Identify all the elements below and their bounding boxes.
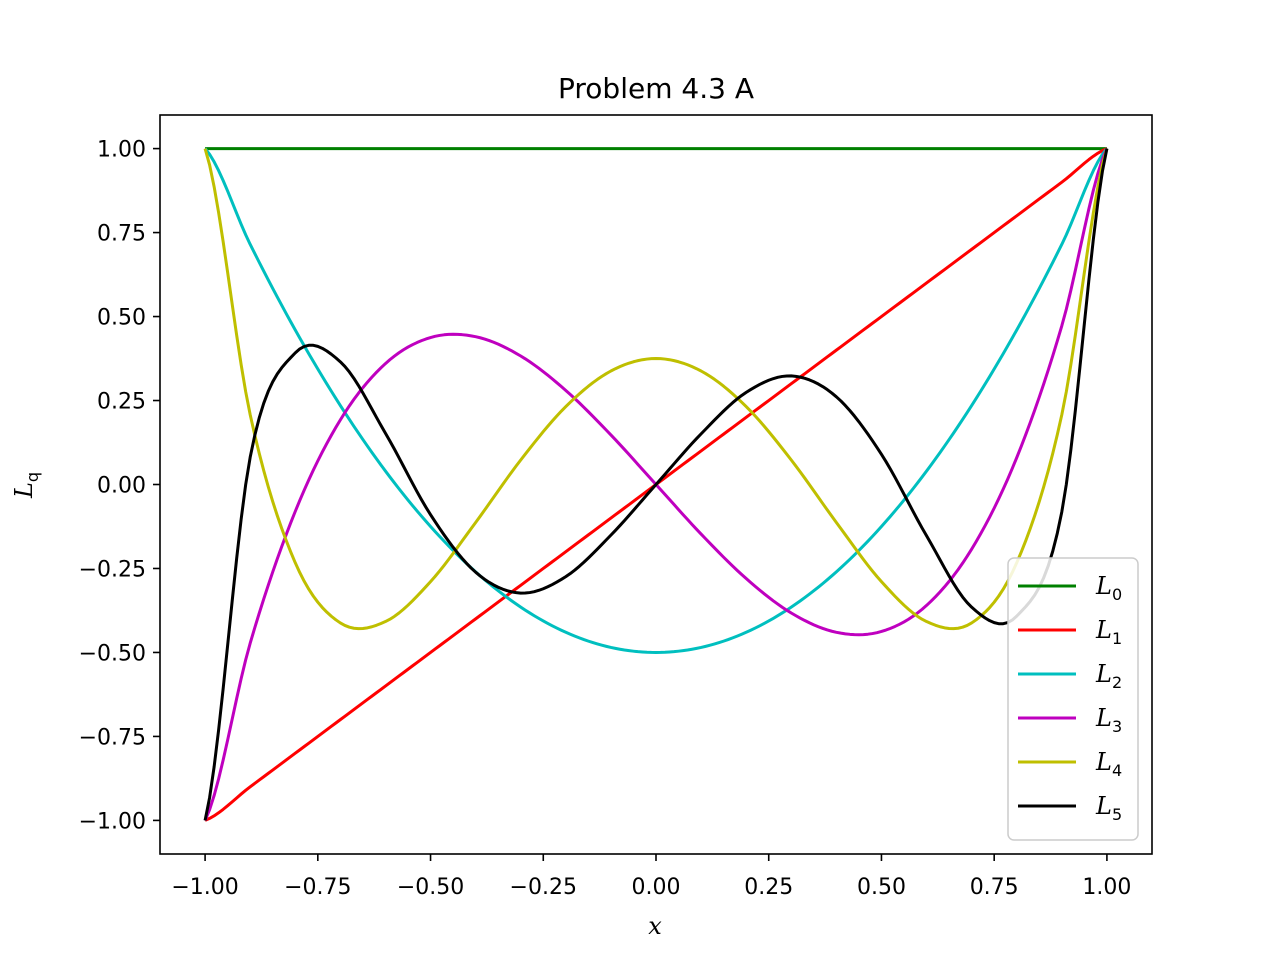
y-axis-label-base: L [10,482,38,499]
legend-label-l0: L0 [1095,572,1122,604]
y-tick-label: 0.25 [97,390,146,415]
x-tick-label: −0.25 [510,875,577,900]
legend-label-l5: L5 [1095,792,1122,824]
chart-title: Problem 4.3 A [558,72,754,105]
series-line-l5 [203,148,1109,821]
x-tick-label: 0.25 [744,875,793,900]
legend-label-l3: L3 [1095,704,1122,736]
y-tick-label: −0.25 [79,557,146,582]
x-tick-label: 0.75 [970,875,1019,900]
series-line-l4 [203,148,1109,631]
legend-label-l4: L4 [1095,748,1122,780]
y-axis-label-sub: q [23,472,42,482]
y-tick-label: 0.00 [97,474,146,499]
x-tick-label: −0.50 [397,875,464,900]
y-tick-label: 0.50 [97,306,146,331]
y-tick-label: −0.75 [79,725,146,750]
plot-lines [203,147,1109,822]
legend: L0 L1 L2 L3 L4 L5 [1007,557,1139,841]
x-tick-label: −0.75 [284,875,351,900]
series-line-l2 [203,147,1109,654]
legend-label-l2: L2 [1095,660,1122,692]
y-axis: 1.00 0.75 0.50 0.25 0.00 −0.25 −0.50 −0.75 −1.00 [79,138,160,834]
y-tick-label: 1.00 [97,138,146,163]
y-tick-label: 0.75 [97,222,146,247]
y-tick-label: −0.50 [79,641,146,666]
y-tick-label: −1.00 [79,809,146,834]
x-tick-label: 1.00 [1082,875,1131,900]
x-tick-label: 0.50 [857,875,906,900]
x-tick-label: 0.00 [632,875,681,900]
legend-label-l1: L1 [1095,616,1122,648]
x-tick-label: −1.00 [171,875,238,900]
x-axis-label: x [648,912,662,940]
x-axis: −1.00 −0.75 −0.50 −0.25 0.00 0.25 0.50 0.75 1.00 [171,854,1131,900]
y-axis-label: Lq [10,472,42,499]
